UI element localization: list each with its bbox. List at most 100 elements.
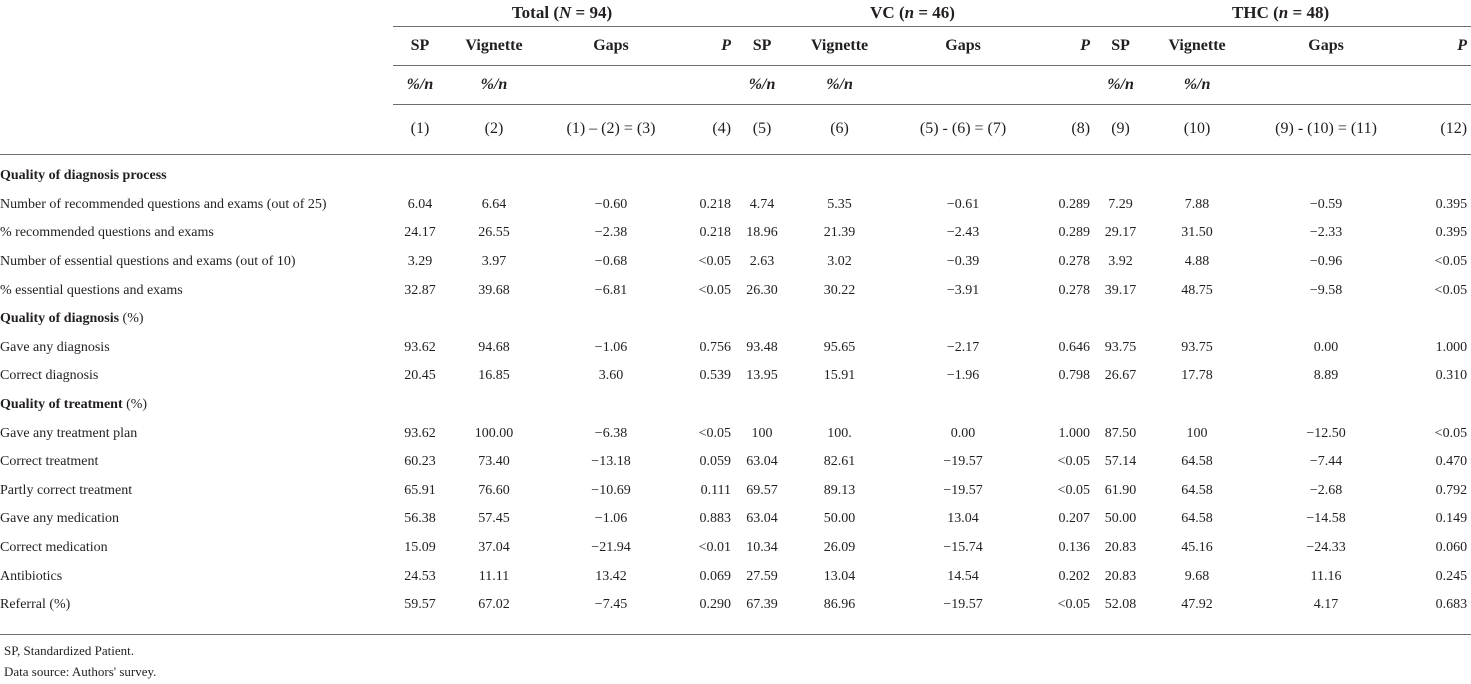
table-cell: 0.289 (1058, 196, 1091, 212)
table-cell: 0.202 (1058, 568, 1091, 584)
table-row: Number of recommended questions and exam… (0, 191, 1471, 220)
table-cell: −0.68 (594, 254, 628, 270)
table-cell: 0.278 (1058, 282, 1091, 298)
unit-label: %/n (393, 65, 451, 105)
table-cell: −10.69 (591, 482, 631, 498)
column-number: (6) (830, 119, 849, 137)
table-cell: 63.04 (746, 511, 778, 527)
table-cell: 0.00 (950, 425, 976, 441)
table-cell: 20.83 (1104, 568, 1137, 584)
table-cell: 24.53 (404, 568, 436, 584)
table-cell: 0.395 (1435, 196, 1468, 212)
table-cell: 45.16 (1181, 540, 1213, 556)
table-cell: 89.13 (823, 482, 856, 498)
table-cell: 100. (827, 425, 852, 441)
table-cell: 21.39 (823, 225, 856, 241)
table-cell: 64.58 (1181, 454, 1213, 470)
column-number: (5) (752, 119, 772, 137)
footnote-abbreviation: SP, Standardized Patient. (4, 643, 134, 658)
bottom-rule (0, 634, 1471, 635)
table-cell: −2.33 (1309, 225, 1343, 241)
section-title: Quality of diagnosis (%) (0, 305, 1471, 334)
stub-header (0, 0, 393, 27)
table-cell: <0.05 (698, 425, 732, 441)
table-cell: 10.34 (746, 540, 778, 556)
table-cell: 0.069 (699, 568, 732, 584)
table-cell: 0.059 (699, 454, 732, 470)
table-cell: 27.59 (746, 568, 778, 584)
table-cell: 63.04 (746, 454, 778, 470)
table-cell: −24.33 (1306, 540, 1346, 556)
table-cell: 93.62 (404, 425, 436, 441)
section-title-text: Quality of diagnosis process (0, 168, 167, 184)
table-cell: 37.04 (478, 540, 510, 556)
sp-header: SP (1094, 26, 1152, 66)
table-cell: 6.64 (481, 196, 507, 212)
section-header-row: Quality of diagnosis process (0, 162, 1471, 191)
table-cell: 0.470 (1435, 454, 1468, 470)
table-cell: 82.61 (823, 454, 856, 470)
table-cell: −6.38 (594, 425, 628, 441)
table-cell: 48.75 (1181, 282, 1213, 298)
table-cell: 0.539 (699, 368, 732, 384)
table-cell: 0.290 (699, 597, 732, 613)
table-cell: 0.883 (699, 511, 732, 527)
table-row: Partly correct treatment 65.91 76.60 −10.69… (0, 477, 1471, 506)
table-cell: <0.05 (1057, 454, 1091, 470)
table-row: Correct medication 15.09 37.04 −21.94 <0.01 1… (0, 534, 1471, 563)
table-cell: −1.96 (946, 368, 980, 384)
table-cell: −19.57 (943, 597, 983, 613)
table-cell: 0.245 (1435, 568, 1468, 584)
table-cell: −21.94 (591, 540, 631, 556)
table-cell: 18.96 (746, 225, 778, 241)
table-cell: −12.50 (1306, 425, 1346, 441)
group-vc-header: VC (n = 46) (735, 0, 1095, 27)
table-cell: −1.06 (594, 339, 628, 355)
table-cell: 13.42 (595, 568, 627, 584)
table-cell: −7.44 (1309, 454, 1343, 470)
table-cell: 0.278 (1058, 254, 1091, 270)
column-number: (10) (1183, 119, 1211, 137)
table-cell: 3.02 (827, 254, 852, 270)
table-cell: 4.88 (1184, 254, 1210, 270)
vignette-header: Vignette (793, 26, 891, 66)
table-cell: <0.05 (698, 282, 732, 298)
table-cell: −14.58 (1306, 511, 1346, 527)
table-cell: −0.61 (946, 196, 980, 212)
table-cell: 1.000 (1435, 339, 1468, 355)
table-cell: 65.91 (404, 482, 436, 498)
table-row: Number of essential questions and exams … (0, 248, 1471, 277)
table-cell: 0.792 (1435, 482, 1468, 498)
row-label: Gave any diagnosis (0, 339, 110, 355)
column-number: (2) (484, 119, 504, 137)
table-cell: 0.646 (1058, 339, 1091, 355)
table-cell: <0.05 (1434, 425, 1468, 441)
table-cell: 3.92 (1108, 254, 1133, 270)
table-cell: 0.00 (1313, 339, 1339, 355)
group-thc-header: THC (n = 48) (1094, 0, 1471, 27)
section-title: Quality of treatment (%) (0, 391, 1471, 420)
table-cell: −0.96 (1309, 254, 1343, 270)
table-cell: −0.60 (594, 196, 628, 212)
table-cell: 11.11 (478, 568, 510, 584)
table-cell: −2.17 (946, 339, 980, 355)
table-cell: 64.58 (1181, 511, 1213, 527)
row-label: % essential questions and exams (0, 282, 183, 298)
table-cell: 26.09 (823, 540, 856, 556)
table-cell: 0.060 (1435, 540, 1468, 556)
table-cell: 0.289 (1058, 225, 1091, 241)
table-cell: 14.54 (947, 568, 979, 584)
table-cell: −3.91 (946, 282, 980, 298)
table-cell: 57.45 (478, 511, 510, 527)
footnote-source: Data source: Authors' survey. (4, 664, 157, 679)
unit-label: %/n (793, 65, 891, 105)
table-cell: 6.04 (407, 196, 433, 212)
vignette-header: Vignette (1151, 26, 1248, 66)
table-cell: 8.89 (1313, 368, 1339, 384)
table-cell: 0.207 (1058, 511, 1091, 527)
table-cell: 69.57 (746, 482, 778, 498)
table-cell: −2.43 (946, 225, 980, 241)
table-cell: 13.04 (823, 568, 856, 584)
table-cell: 13.95 (746, 368, 778, 384)
section-header-row: Quality of diagnosis (%) (0, 305, 1471, 334)
